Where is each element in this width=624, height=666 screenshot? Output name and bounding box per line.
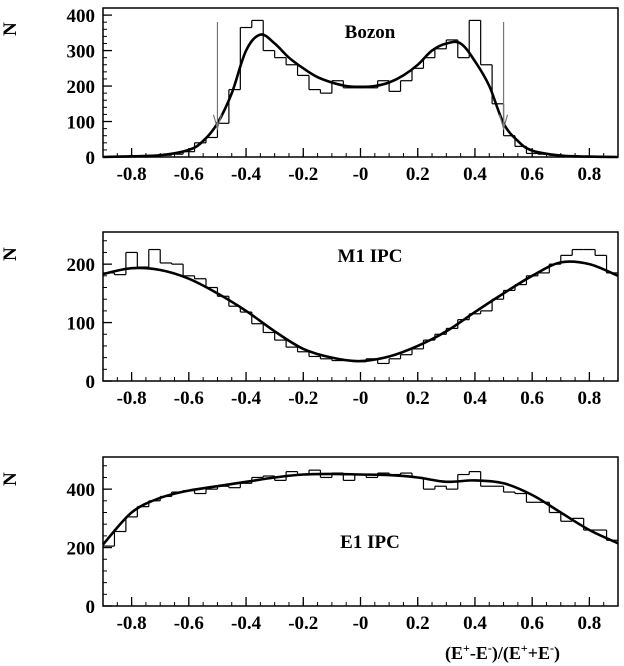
x-tick-label: 0.6: [520, 388, 544, 409]
x-tick-label: -0.6: [174, 613, 204, 634]
x-tick-label: 0.8: [578, 613, 602, 634]
x-tick-label: 0.6: [520, 613, 544, 634]
fit-curve: [102, 472, 619, 546]
y-axis-label: N: [0, 22, 21, 36]
y-axis-label: N: [0, 472, 21, 486]
x-tick-label: -0.6: [174, 164, 204, 185]
x-tick-label: -0: [353, 613, 369, 634]
panel-title: E1 IPC: [340, 532, 400, 553]
x-tick-label: -0: [353, 164, 369, 185]
x-tick-label: -0.8: [117, 388, 147, 409]
y-tick-label: 300: [67, 42, 96, 63]
x-tick-label: 0.2: [406, 613, 430, 634]
panel-1: -0.8 -0.6 -0.4 -0.2 -0 0.2 0.4 0.6 0.8 0 100 200 300…: [0, 6, 619, 185]
y-tick-label: 100: [67, 113, 96, 134]
y-tick-label: 400: [67, 6, 96, 27]
fit-curve: [102, 260, 619, 363]
x-tick-label: -0.8: [117, 164, 147, 185]
y-tick-label: 100: [67, 314, 96, 335]
y-tick-label: 0: [86, 597, 96, 618]
y-axis-label: N: [0, 247, 21, 261]
panel-2: -0.8 -0.6 -0.4 -0.2 -0 0.2 0.4 0.6 0.8 0 100 200 N M1…: [0, 231, 619, 409]
x-tick-label: -0.2: [288, 164, 318, 185]
x-tick-label: 0.2: [406, 388, 430, 409]
x-tick-label: -0.2: [288, 613, 318, 634]
y-tick-label: 0: [86, 372, 96, 393]
y-tick-label: 400: [67, 480, 96, 501]
y-tick-label: 200: [67, 77, 96, 98]
y-tick-label: 200: [67, 255, 96, 276]
cut-arrow-head: [212, 114, 223, 131]
panel-3: -0.8 -0.6 -0.4 -0.2 -0 0.2 0.4 0.6 0.8 0 200 400 N E1…: [0, 456, 619, 634]
y-tick-label: 0: [86, 148, 96, 169]
x-tick-label: 0.4: [463, 388, 487, 409]
x-tick-label: -0.4: [231, 388, 262, 409]
x-tick-label: 0.2: [406, 164, 430, 185]
x-tick-label: 0.8: [578, 164, 602, 185]
fit-curve: [102, 33, 619, 159]
x-tick-label: -0: [353, 388, 369, 409]
x-tick-label: -0.4: [231, 164, 262, 185]
panel-title: M1 IPC: [338, 246, 403, 267]
panel-title: Bozon: [345, 22, 396, 43]
x-tick-label: 0.8: [578, 388, 602, 409]
x-tick-label: 0.4: [463, 613, 487, 634]
x-tick-label: 0.6: [520, 164, 544, 185]
cut-arrow-head: [498, 114, 509, 131]
x-axis-label: (E+-E-)/(E++E-): [445, 641, 560, 664]
x-tick-label: 0.4: [463, 164, 487, 185]
y-tick-label: 200: [67, 539, 96, 560]
x-tick-label: -0.4: [231, 613, 262, 634]
x-tick-label: -0.6: [174, 388, 204, 409]
x-tick-label: -0.8: [117, 613, 147, 634]
x-tick-label: -0.2: [288, 388, 318, 409]
